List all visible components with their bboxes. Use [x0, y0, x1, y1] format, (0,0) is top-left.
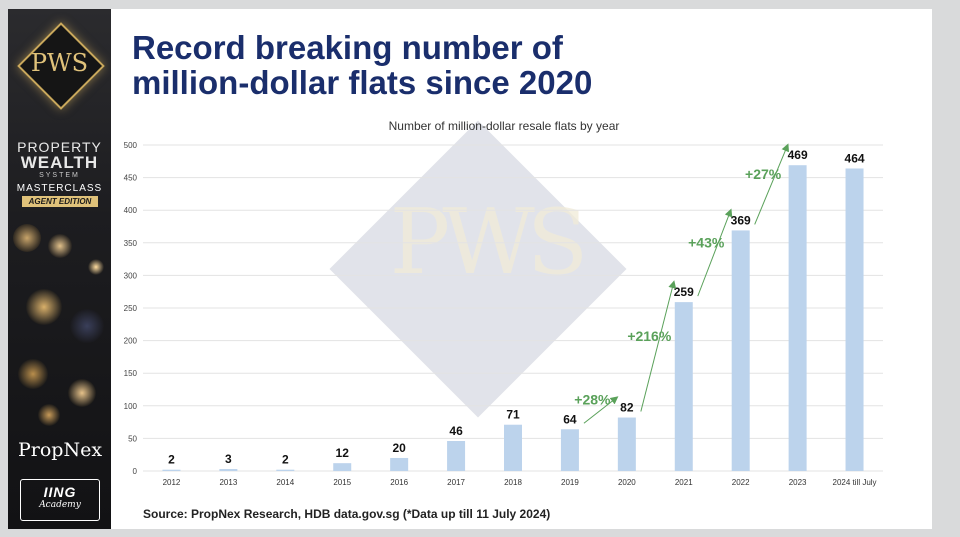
x-tick-label: 2023: [789, 478, 807, 487]
bokeh-light: [70, 309, 104, 343]
data-label: 259: [674, 285, 694, 299]
brand-masterclass: MASTERCLASS: [16, 183, 103, 194]
y-tick-label: 300: [124, 271, 138, 280]
x-tick-label: 2020: [618, 478, 636, 487]
growth-arrow: [697, 208, 733, 297]
x-tick-label: 2024 till July: [833, 478, 877, 487]
data-label: 464: [845, 151, 865, 165]
bar: [447, 441, 466, 471]
data-label: 46: [449, 424, 463, 438]
growth-label: +216%: [627, 328, 672, 344]
y-tick-label: 100: [124, 402, 138, 411]
bar: [276, 469, 295, 471]
bokeh-light: [18, 359, 48, 389]
bokeh-light: [38, 404, 60, 426]
bar: [617, 417, 636, 471]
brand-system: SYSTEM: [39, 172, 80, 179]
pws-logo-text: PWS: [30, 49, 89, 77]
data-label: 64: [563, 412, 577, 426]
data-label: 82: [620, 401, 634, 415]
x-tick-label: 2015: [333, 478, 351, 487]
bar: [674, 302, 693, 471]
bar: [845, 168, 864, 472]
x-tick-label: 2012: [163, 478, 181, 487]
y-tick-label: 400: [124, 206, 138, 215]
bokeh-light: [68, 379, 96, 407]
y-tick-label: 0: [133, 467, 138, 476]
chart-bars: 2 2012 3 2013 2 2014 12 2015 20 2016 46 2017 71 2018 6…: [162, 148, 877, 487]
data-label: 20: [392, 441, 406, 455]
academy-logo-text: Academy: [39, 500, 81, 510]
x-tick-label: 2017: [447, 478, 465, 487]
data-label: 2: [282, 453, 289, 467]
ing-logo-text: IING: [43, 484, 77, 500]
bar-chart: Number of million-dollar resale flats by…: [124, 119, 883, 487]
growth-label: +28%: [574, 391, 611, 407]
bokeh-light: [48, 234, 72, 258]
bar: [219, 469, 238, 471]
bar: [560, 429, 579, 471]
agent-edition-badge: AGENT EDITION: [22, 196, 98, 207]
slide-title-line2: million-dollar flats since 2020: [132, 64, 593, 101]
propnex-logo: PropNex: [18, 439, 103, 461]
growth-label: +27%: [745, 166, 782, 182]
x-tick-label: 2016: [390, 478, 408, 487]
data-label: 71: [506, 408, 520, 422]
ing-academy-logo: IING Academy: [20, 479, 100, 521]
x-tick-label: 2013: [219, 478, 237, 487]
growth-arrow: [640, 280, 677, 412]
y-tick-label: 150: [124, 369, 138, 378]
bar: [333, 463, 352, 471]
bar: [788, 165, 807, 471]
source-note: Source: PropNex Research, HDB data.gov.s…: [143, 507, 551, 521]
bokeh-light: [13, 224, 41, 252]
chart-title: Number of million-dollar resale flats by…: [389, 119, 620, 133]
bar: [390, 457, 409, 471]
data-label: 3: [225, 452, 232, 466]
y-tick-label: 50: [128, 434, 137, 443]
slide-title: Record breaking number of million-dollar…: [132, 30, 852, 100]
y-tick-label: 200: [124, 337, 138, 346]
bar: [731, 230, 750, 471]
y-tick-label: 450: [124, 174, 138, 183]
brand-property: PROPERTY: [17, 139, 102, 155]
slide-title-line1: Record breaking number of: [132, 29, 563, 66]
bokeh-light: [26, 289, 62, 325]
y-tick-label: 350: [124, 239, 138, 248]
bar: [504, 424, 522, 471]
x-tick-label: 2022: [732, 478, 750, 487]
data-label: 469: [788, 148, 808, 162]
brand-wealth: WEALTH: [20, 153, 99, 172]
data-label: 12: [336, 446, 350, 460]
x-tick-label: 2021: [675, 478, 693, 487]
growth-label: +43%: [688, 234, 725, 250]
chart-grid: 0 50 100 150 200 250 300 350 400 450 500: [124, 141, 883, 476]
chart-annotations: +28% +216% +43% +27%: [574, 143, 790, 424]
growth-arrow: [754, 143, 790, 225]
bar: [162, 469, 181, 471]
sidebar-branding: PWS PROPERTY WEALTH SYSTEM MASTERCLASS A…: [8, 9, 111, 529]
y-tick-label: 500: [124, 141, 138, 150]
x-tick-label: 2014: [276, 478, 294, 487]
x-tick-label: 2018: [504, 478, 522, 487]
y-tick-label: 250: [124, 304, 138, 313]
bokeh-light: [88, 259, 104, 275]
data-label: 369: [731, 213, 751, 227]
growth-arrow: [583, 396, 619, 424]
data-label: 2: [168, 453, 175, 467]
x-tick-label: 2019: [561, 478, 579, 487]
